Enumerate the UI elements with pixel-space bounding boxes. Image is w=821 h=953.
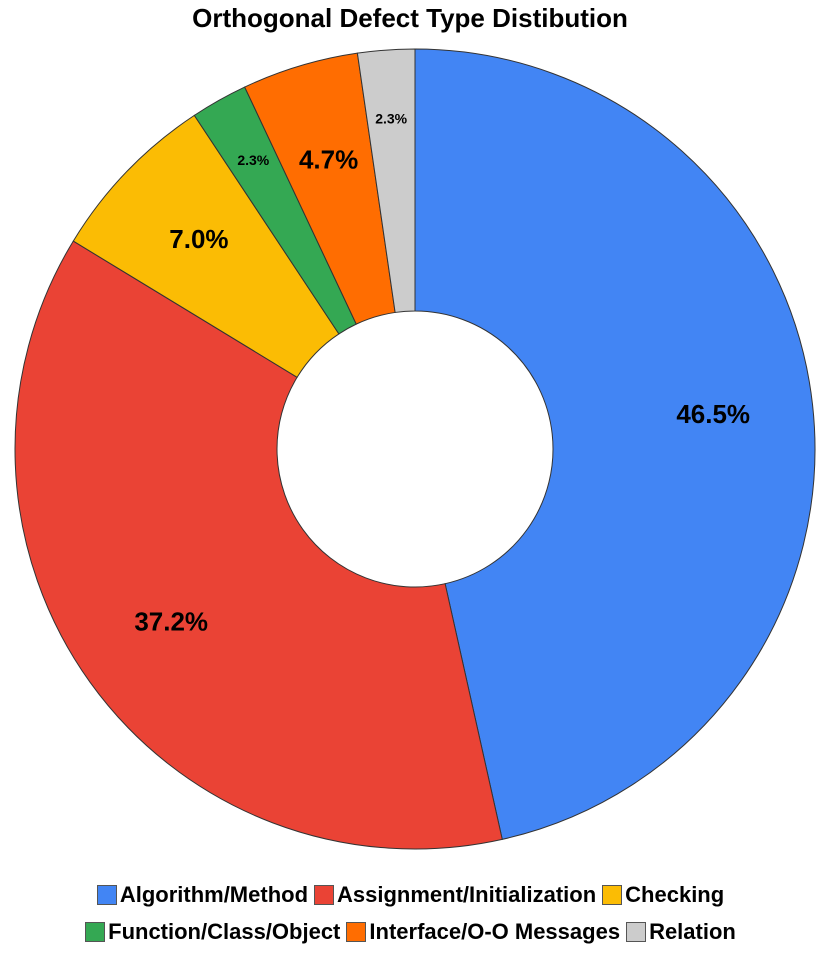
data-label: 46.5% xyxy=(676,399,750,429)
legend-swatch xyxy=(602,884,623,905)
legend-label: Relation xyxy=(649,918,736,944)
chart-title: Orthogonal Defect Type Distibution xyxy=(192,3,628,33)
legend-label: Checking xyxy=(625,881,725,907)
legend-swatch xyxy=(96,884,117,905)
legend-item: Assignment/Initialization xyxy=(314,882,596,908)
legend-swatch xyxy=(346,921,367,942)
legend-item: Algorithm/Method xyxy=(96,881,309,908)
data-label: 2.3% xyxy=(237,152,269,168)
legend-item: Relation xyxy=(626,919,736,945)
legend-label: Interface/O-O Messages xyxy=(369,918,621,944)
legend-item: Interface/O-O Messages xyxy=(346,919,620,945)
data-label: 2.3% xyxy=(375,111,407,127)
legend-label: Assignment/Initialization xyxy=(337,881,597,907)
slice xyxy=(14,240,503,850)
legend-swatch xyxy=(314,884,335,905)
legend-label: Algorithm/Method xyxy=(119,881,309,907)
legend-item: Checking xyxy=(602,882,724,908)
legend-label: Function/Class/Object xyxy=(108,918,341,944)
data-label: 7.0% xyxy=(169,224,228,254)
data-label: 4.7% xyxy=(299,145,358,175)
legend: Algorithm/Method Assignment/Initializatio… xyxy=(0,876,821,950)
legend-item: Function/Class/Object xyxy=(85,919,340,945)
slice xyxy=(414,48,816,840)
data-label: 37.2% xyxy=(134,607,208,637)
legend-row: Algorithm/Method Assignment/Initializatio… xyxy=(0,876,821,913)
legend-swatch xyxy=(626,921,647,942)
slice xyxy=(356,48,416,314)
legend-swatch xyxy=(85,921,106,942)
legend-row: Function/Class/Object Interface/O-O Messa… xyxy=(0,913,821,950)
chart: Orthogonal Defect Type Distibution 46.5%… xyxy=(14,3,816,850)
